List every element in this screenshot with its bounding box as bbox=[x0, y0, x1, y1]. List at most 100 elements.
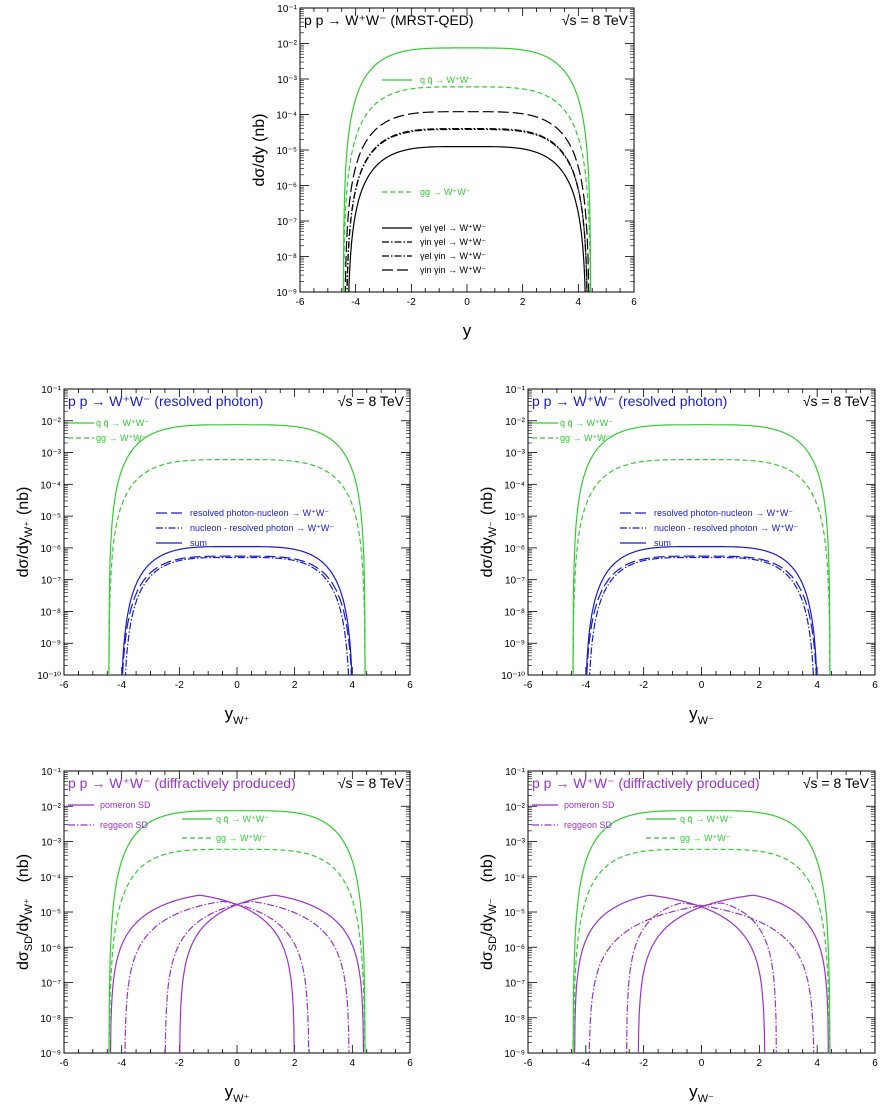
x-tick-label: 4 bbox=[814, 680, 820, 691]
x-tick-label: 4 bbox=[350, 1058, 356, 1069]
y-axis-label-sub: W⁻ bbox=[487, 521, 499, 537]
y-tick-label: 10⁻² bbox=[505, 417, 525, 428]
legend-gamma-3-label: γel γin → W⁺W⁻ bbox=[420, 251, 486, 261]
y-tick-label: 10⁻¹ bbox=[505, 385, 525, 396]
series-line-1 bbox=[108, 810, 366, 1053]
series-line-1 bbox=[572, 424, 831, 675]
plot-frame bbox=[299, 7, 635, 293]
y-tick-label: 10⁻⁸ bbox=[504, 1014, 525, 1025]
series-line-2 bbox=[572, 848, 831, 1053]
y-axis-label-main: dσ bbox=[15, 951, 32, 970]
y-tick-label: 10⁻⁶ bbox=[40, 943, 61, 954]
y-tick-label: 10⁻³ bbox=[505, 838, 525, 849]
x-tick-label: 6 bbox=[407, 1058, 413, 1069]
curves bbox=[342, 47, 592, 292]
x-tick-label: 6 bbox=[407, 680, 413, 691]
series-line-5 bbox=[121, 546, 353, 675]
y-axis-label-mid: /dy bbox=[479, 915, 496, 936]
y-axis-label-unit: (nb) bbox=[15, 487, 32, 515]
x-tick-label: 0 bbox=[699, 1058, 705, 1069]
legend-reggeon-label: reggeon SD bbox=[564, 820, 613, 830]
chart-panel-3: -6 -4 -2 0 2 4 6 10⁻¹ 10⁻² 10⁻³ 10⁻⁴ 10⁻⁵ 10⁻⁶ 10⁻⁷ 10… bbox=[479, 385, 878, 727]
y-tick-label: 10⁻³ bbox=[277, 75, 297, 86]
curves bbox=[572, 810, 831, 1053]
y-tick-label: 10⁻¹ bbox=[41, 767, 61, 778]
energy-label: √s = 8 TeV bbox=[803, 775, 870, 791]
x-tick-label: 0 bbox=[464, 297, 470, 308]
legend-qqbar-label: q q̄ → W⁺W⁻ bbox=[420, 75, 473, 85]
y-tick-label: 10⁻⁹ bbox=[504, 639, 525, 650]
x-tick-label: -4 bbox=[581, 680, 590, 691]
x-tick-label: 0 bbox=[234, 680, 240, 691]
y-axis-label-main: dσ/dy (nb) bbox=[251, 113, 268, 186]
legend-qqbar-label: q q̄ → W⁺W⁻ bbox=[96, 418, 149, 428]
y-tick-label: 10⁻¹ bbox=[505, 767, 525, 778]
legend-gamma-1-label: γel γel → W⁺W⁻ bbox=[420, 223, 486, 233]
x-tick-label: -6 bbox=[524, 680, 533, 691]
x-axis-label: yW⁻ bbox=[689, 1082, 714, 1105]
x-tick-label: -2 bbox=[175, 680, 184, 691]
curves bbox=[108, 810, 366, 1053]
y-tick-label: 10⁻² bbox=[505, 802, 525, 813]
legend-resolved-pn-label: resolved photon-nucleon → W⁺W⁻ bbox=[190, 508, 329, 518]
y-tick-label: 10⁻⁷ bbox=[505, 576, 525, 587]
x-tick-label: -4 bbox=[117, 1058, 126, 1069]
y-axis-label: dσ/dyW⁻ (nb) bbox=[479, 487, 499, 578]
series-line-5 bbox=[346, 128, 588, 292]
x-tick-label: 2 bbox=[757, 680, 763, 691]
x-tick-label: -6 bbox=[524, 1058, 533, 1069]
y-tick-label: 10⁻⁷ bbox=[505, 979, 525, 990]
legend-gg-label: gg → W⁺W⁻ bbox=[216, 833, 267, 843]
y-tick-label: 10⁻⁶ bbox=[276, 182, 297, 193]
panel-title: p p → W⁺W⁻ (diffractively produced) bbox=[68, 775, 296, 791]
y-tick-label: 10⁻⁹ bbox=[276, 288, 297, 299]
y-tick-label: 10⁻³ bbox=[505, 449, 525, 460]
x-tick-label: 4 bbox=[814, 1058, 820, 1069]
y-axis-label-sd: SD bbox=[487, 936, 499, 951]
series-line-5 bbox=[585, 546, 818, 675]
energy-label: √s = 8 TeV bbox=[338, 393, 405, 409]
y-tick-label: 10⁻⁹ bbox=[504, 1049, 525, 1060]
y-tick-label: 10⁻⁹ bbox=[40, 639, 61, 650]
x-tick-label: -2 bbox=[639, 1058, 648, 1069]
legend-pomeron-label: pomeron SD bbox=[100, 800, 151, 810]
y-tick-label: 10⁻⁴ bbox=[40, 873, 61, 884]
legend-resolved-np-label: nucleon - resolved photon → W⁺W⁻ bbox=[654, 523, 798, 533]
series-line-1 bbox=[342, 47, 592, 292]
y-tick-label: 10⁻⁸ bbox=[40, 1014, 61, 1025]
y-tick-label: 10⁻⁴ bbox=[40, 480, 61, 491]
y-tick-label: 10⁻⁴ bbox=[504, 873, 525, 884]
legend-sum-label: sum bbox=[654, 538, 671, 548]
panel-title: p p → W⁺W⁻ (resolved photon) bbox=[532, 393, 727, 409]
series-line-6 bbox=[164, 900, 350, 1053]
chart-panel-2: -6 -4 -2 0 2 4 6 10⁻¹ 10⁻² 10⁻³ 10⁻⁴ 10⁻⁵ 10⁻⁶ 10⁻⁷ 10… bbox=[15, 385, 413, 727]
curves bbox=[572, 424, 831, 675]
y-tick-label: 10⁻⁷ bbox=[41, 576, 61, 587]
x-axis-label-sub: W⁺ bbox=[233, 715, 249, 727]
curves bbox=[108, 424, 366, 675]
x-tick-label: -4 bbox=[117, 680, 126, 691]
x-tick-label: 6 bbox=[872, 1058, 878, 1069]
y-axis-label: dσSD/dyW⁻ (nb) bbox=[479, 854, 499, 970]
y-tick-label: 10⁻⁷ bbox=[277, 217, 297, 228]
y-tick-label: 10⁻¹ bbox=[41, 385, 61, 396]
panel-title: p p → W⁺W⁻ (diffractively produced) bbox=[532, 775, 760, 791]
x-axis-label: yW⁺ bbox=[225, 1082, 250, 1105]
y-tick-label: 10⁻⁶ bbox=[40, 544, 61, 555]
y-axis-label-main: dσ/dy bbox=[15, 537, 32, 577]
y-axis-label-sub: W⁺ bbox=[23, 521, 35, 537]
legend-qqbar-label: q q̄ → W⁺W⁻ bbox=[680, 814, 733, 824]
y-tick-label: 10⁻⁵ bbox=[504, 908, 525, 919]
x-tick-label: -2 bbox=[639, 680, 648, 691]
x-tick-label: -6 bbox=[296, 297, 305, 308]
legend-sum-label: sum bbox=[190, 538, 207, 548]
y-axis-label-sd: SD bbox=[23, 936, 35, 951]
x-tick-label: 4 bbox=[350, 680, 356, 691]
x-tick-label: -4 bbox=[581, 1058, 590, 1069]
series-line-3 bbox=[348, 146, 586, 292]
series-line-3 bbox=[121, 555, 353, 675]
x-tick-label: -6 bbox=[60, 1058, 69, 1069]
y-axis-label: dσ/dy (nb) bbox=[251, 113, 268, 186]
chart-panel-1: -6 -4 -2 0 2 4 6 10⁻¹ 10⁻² 10⁻³ 10⁻⁴ 10⁻⁵ 10⁻⁶ 10⁻⁷ 10… bbox=[251, 4, 637, 340]
